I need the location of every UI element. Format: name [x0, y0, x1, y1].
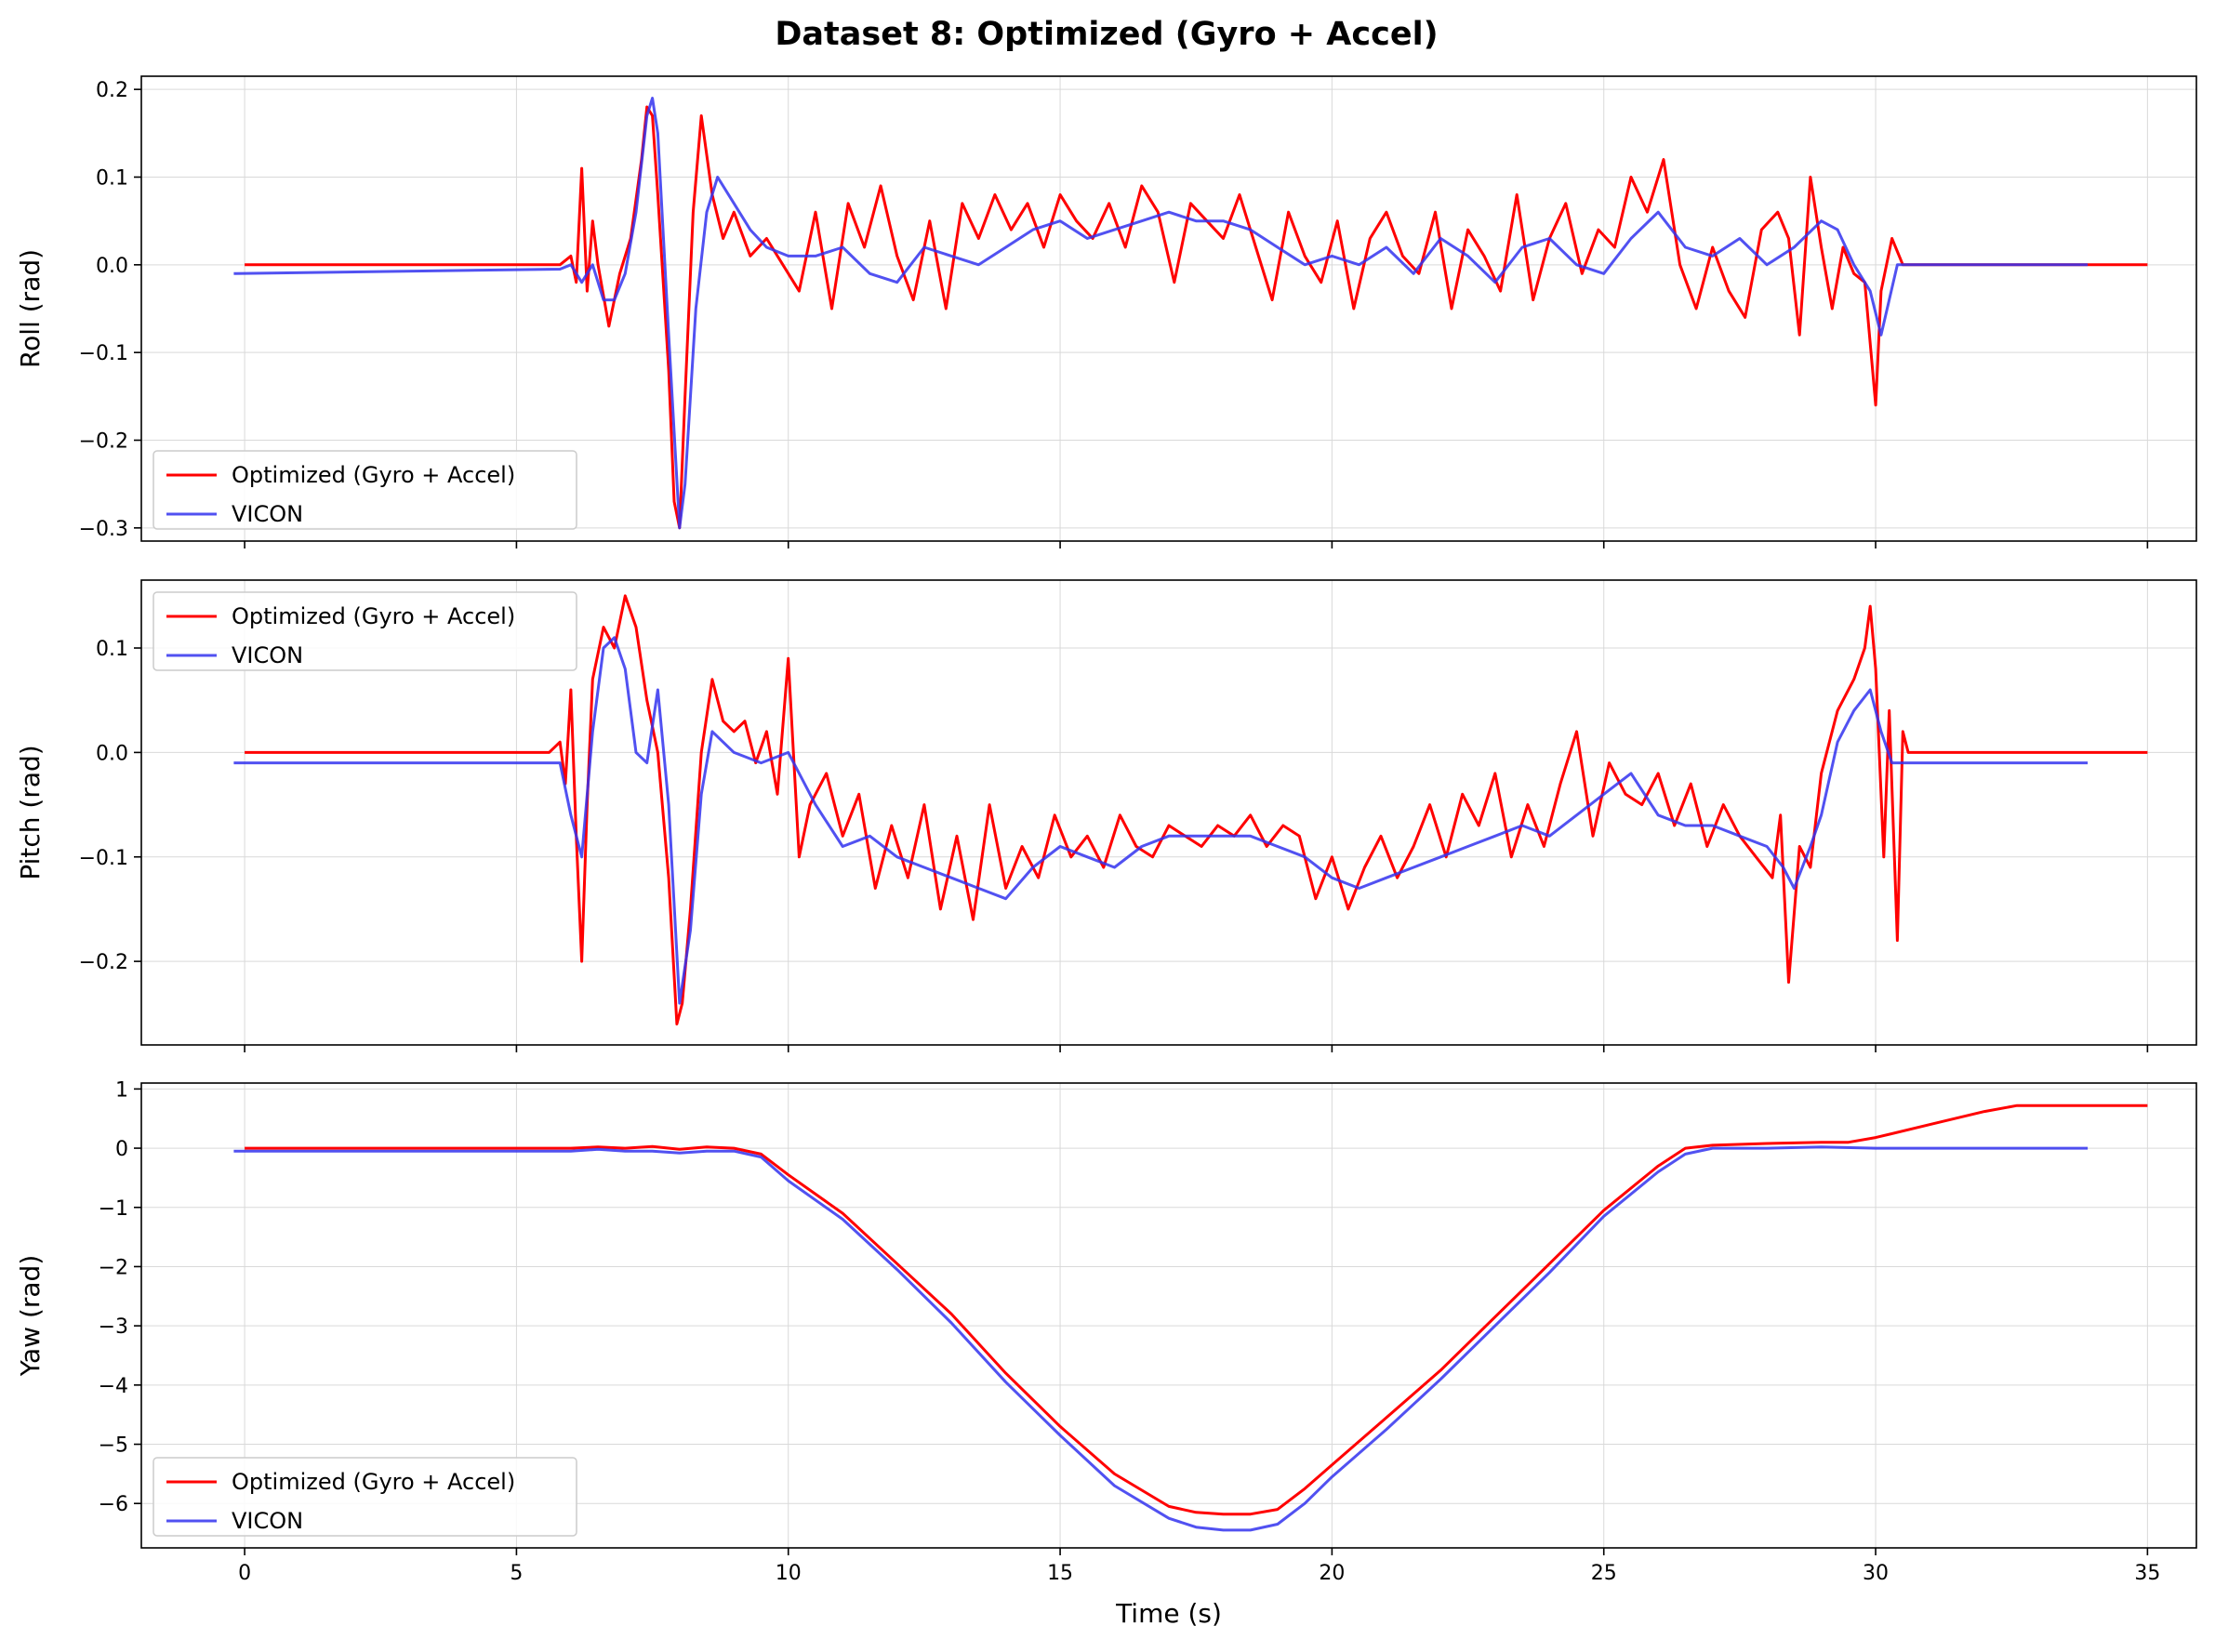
y-tick-label: 0.1 [96, 166, 128, 190]
y-tick-label: 0.2 [96, 79, 128, 102]
subplots: −0.3 −0.2 −0.1 0.0 0.1 0.2 Roll (rad) Optimized… [15, 75, 2197, 1629]
y-tick-label: 0 [115, 1138, 128, 1161]
legend-label: VICON [232, 501, 303, 527]
figure-title: Dataset 8: Optimized (Gyro + Accel) [775, 16, 1438, 53]
legend-box [153, 591, 577, 671]
legend-box [153, 1457, 577, 1537]
y-tick-label: −2 [99, 1256, 128, 1279]
y-tick-label: 0.0 [96, 742, 128, 765]
x-tick-label: 15 [1047, 1562, 1073, 1585]
series-group [233, 594, 2148, 1025]
y-tick-label: 0.1 [96, 638, 128, 661]
series-line-vicon [233, 97, 2089, 530]
legend: Optimized (Gyro + Accel) VICON [153, 1457, 577, 1537]
series-line-vicon [233, 1145, 2089, 1532]
legend-label: VICON [232, 642, 303, 668]
x-axis-label: Time (s) [1115, 1598, 1222, 1629]
y-axis-label: Yaw (rad) [15, 1255, 46, 1378]
legend-label: Optimized (Gyro + Accel) [232, 462, 515, 488]
y-tick-label: −4 [99, 1375, 128, 1398]
series-group [233, 1104, 2148, 1532]
y-axis-label: Pitch (rad) [15, 745, 46, 879]
series-line-optimized [245, 1104, 2148, 1516]
series-group [233, 97, 2148, 530]
axes-frame [140, 1082, 2197, 1549]
y-tick-label: 1 [115, 1078, 128, 1102]
y-tick-label: −0.1 [79, 342, 128, 365]
x-tick-label: 35 [2134, 1562, 2160, 1585]
y-tick-label: −0.2 [79, 951, 128, 974]
y-tick-label: −6 [99, 1493, 128, 1516]
x-tick-label: 0 [238, 1562, 251, 1585]
y-tick-label: −5 [99, 1434, 128, 1458]
y-tick-label: 0.0 [96, 255, 128, 278]
y-tick-label: −0.1 [79, 847, 128, 870]
y-tick-label: −3 [99, 1315, 128, 1339]
axes-frame [140, 75, 2197, 542]
x-tick-label: 5 [510, 1562, 523, 1585]
x-tick-label: 30 [1863, 1562, 1889, 1585]
legend: Optimized (Gyro + Accel) VICON [153, 450, 577, 530]
y-tick-label: −0.3 [79, 518, 128, 541]
subplot-1: −0.3 −0.2 −0.1 0.0 0.1 0.2 Roll (rad) Optimized… [15, 75, 2197, 548]
legend-label: Optimized (Gyro + Accel) [232, 1469, 515, 1495]
x-tick-label: 10 [776, 1562, 802, 1585]
x-tick-label: 20 [1319, 1562, 1345, 1585]
series-line-optimized [245, 594, 2148, 1025]
subplot-3: 0 5 10 15 20 25 30 35 −6 −5 −4 −3 −2 −1 0 1 Yaw (rad) Tim… [15, 1078, 2197, 1629]
legend: Optimized (Gyro + Accel) VICON [153, 591, 577, 671]
legend-label: Optimized (Gyro + Accel) [232, 603, 515, 629]
axes-frame [140, 579, 2197, 1046]
x-tick-label: 25 [1591, 1562, 1617, 1585]
y-axis-label: Roll (rad) [15, 249, 46, 368]
legend-label: VICON [232, 1508, 303, 1534]
y-tick-label: −0.2 [79, 430, 128, 454]
subplot-2: −0.2 −0.1 0.0 0.1 Pitch (rad) Optimized (Gyro… [15, 579, 2197, 1052]
series-line-vicon [233, 636, 2089, 1005]
legend-box [153, 450, 577, 530]
y-tick-label: −1 [99, 1197, 128, 1221]
